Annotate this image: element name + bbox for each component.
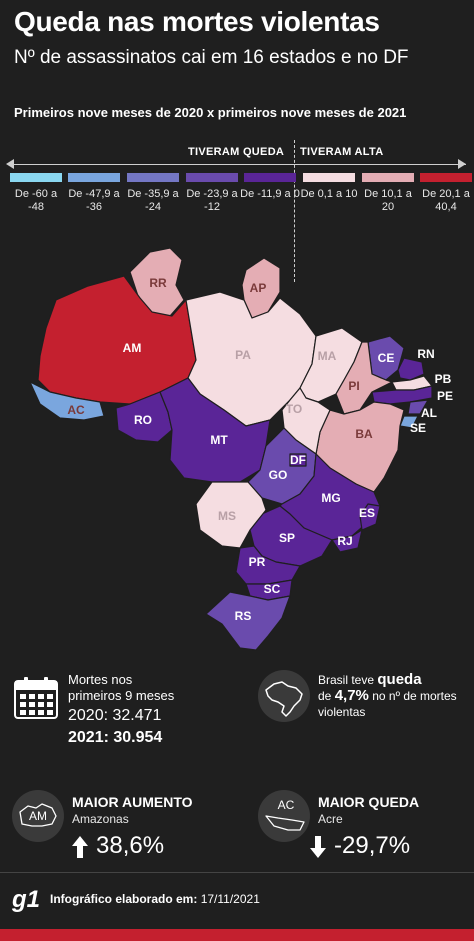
state-label-ma: MA [318,349,337,363]
state-label-am: AM [123,341,142,355]
state-rn[interactable] [397,357,425,381]
state-label-sp: SP [279,531,295,545]
page-subtitle: Nº de assassinatos cai em 16 estados e n… [14,47,409,68]
state-label-ms: MS [218,509,236,523]
decrease-title: MAIOR QUEDA [318,794,420,810]
state-label-rr: RR [149,276,167,290]
footer-date: 17/11/2021 [200,892,260,906]
state-label-rj: RJ [337,534,352,548]
legend-swatch-1 [68,173,120,182]
decrease-state: Acre [318,812,343,826]
legend-arrow-left-icon [6,159,14,169]
legend-divider [294,140,295,282]
footer-label: Infográfico elaborado em: [50,892,198,906]
state-label-es: ES [359,506,375,520]
decrease-badge-label: AC [278,798,295,812]
legend-swatch-4 [244,173,296,182]
state-label-pa: PA [235,348,251,362]
increase-value: 38,6% [96,832,165,859]
g1-logo: g1 [12,886,41,913]
state-label-ro: RO [134,413,152,427]
state-label-pe: PE [437,389,453,403]
state-al[interactable] [407,399,429,415]
increase-state: Amazonas [72,812,129,826]
legend-arrow-right-icon [458,159,466,169]
brazil-post: no nº de mortes violentas [318,689,457,719]
state-label-to: TO [286,402,302,416]
footer-divider [0,872,474,873]
legend-swatch-7 [420,173,472,182]
state-label-go: GO [269,468,288,482]
state-label-sc: SC [264,582,281,596]
state-pr[interactable] [235,545,301,585]
state-label-pr: PR [249,555,266,569]
state-label-ac: AC [67,403,85,417]
deaths-2020: 2020: 32.471 [68,707,162,724]
calendar-icon [14,677,58,719]
legend-bin-label-2: De -35,9 a -24 [127,188,179,213]
legend-bin-label-6: De 10,1 a 20 [364,188,412,213]
legend-rose-label: TIVERAM ALTA [300,146,384,158]
state-pi[interactable] [335,341,393,415]
state-label-se: SE [410,421,426,435]
legend-swatch-5 [303,173,355,182]
legend-bin-label-1: De -47,9 a -36 [68,188,120,213]
arrow-up-icon [72,836,88,858]
state-rj[interactable] [331,529,363,553]
state-label-ba: BA [355,427,373,441]
legend-bin-label-7: De 20,1 a 40,4 [422,188,470,213]
state-label-al: AL [421,406,437,420]
state-label-df: DF [290,453,306,467]
legend-fell-label: TIVERAM QUEDA [188,146,285,158]
state-label-mg: MG [321,491,340,505]
state-label-mt: MT [210,433,228,447]
brazil-mid: de [318,689,332,703]
decrease-value: -29,7% [334,832,411,859]
legend-swatch-0 [10,173,62,182]
increase-title: MAIOR AUMENTO [72,794,193,810]
legend-bin-label-4: De -11,9 a 0 [240,188,300,200]
brazil-map: RR AP AM PA MA CE RN PB PE PI AL SE BA T… [29,247,453,651]
state-ac[interactable] [29,381,105,421]
state-label-pi: PI [348,379,359,393]
state-label-pb: PB [435,372,452,386]
legend-axis-line [8,164,466,165]
legend-bin-label-3: De -23,9 a -12 [186,188,238,213]
state-label-ap: AP [250,281,267,295]
deaths-2021: 2021: 30.954 [68,729,163,746]
deaths-label: Mortes nos primeiros 9 meses [68,672,175,703]
brand-bar [0,929,474,941]
brazil-outline-icon [265,681,303,717]
legend-bin-label-0: De -60 a -48 [14,188,58,213]
state-df[interactable] [289,453,307,467]
state-es[interactable] [359,503,381,531]
state-label-rn: RN [417,347,434,361]
brazil-pct: 4,7% [334,687,369,704]
legend-bin-label-5: De 0,1 a 10 [300,188,358,200]
brazil-word: queda [377,671,422,688]
state-rs[interactable] [205,591,291,651]
legend-swatch-2 [127,173,179,182]
legend-swatch-3 [186,173,238,182]
period-label: Primeiros nove meses de 2020 x primeiros… [14,105,407,120]
acre-outline-icon: AC [265,798,305,831]
state-label-rs: RS [235,609,252,623]
legend-swatch-6 [362,173,414,182]
state-ms[interactable] [195,481,267,549]
amazonas-outline-icon: AM [19,803,57,827]
footer-text: Infográfico elaborado em: 17/11/2021 [50,892,260,906]
page-title: Queda nas mortes violentas [14,6,380,37]
state-label-ce: CE [378,351,395,365]
brazil-pre: Brasil teve [318,673,375,687]
increase-badge-label: AM [29,809,47,823]
arrow-down-icon [310,836,326,858]
brazil-summary: Brasil teve queda de 4,7% no nº de morte… [318,672,468,720]
deaths-summary: Mortes nos primeiros 9 meses 2020: 32.47… [68,672,178,748]
